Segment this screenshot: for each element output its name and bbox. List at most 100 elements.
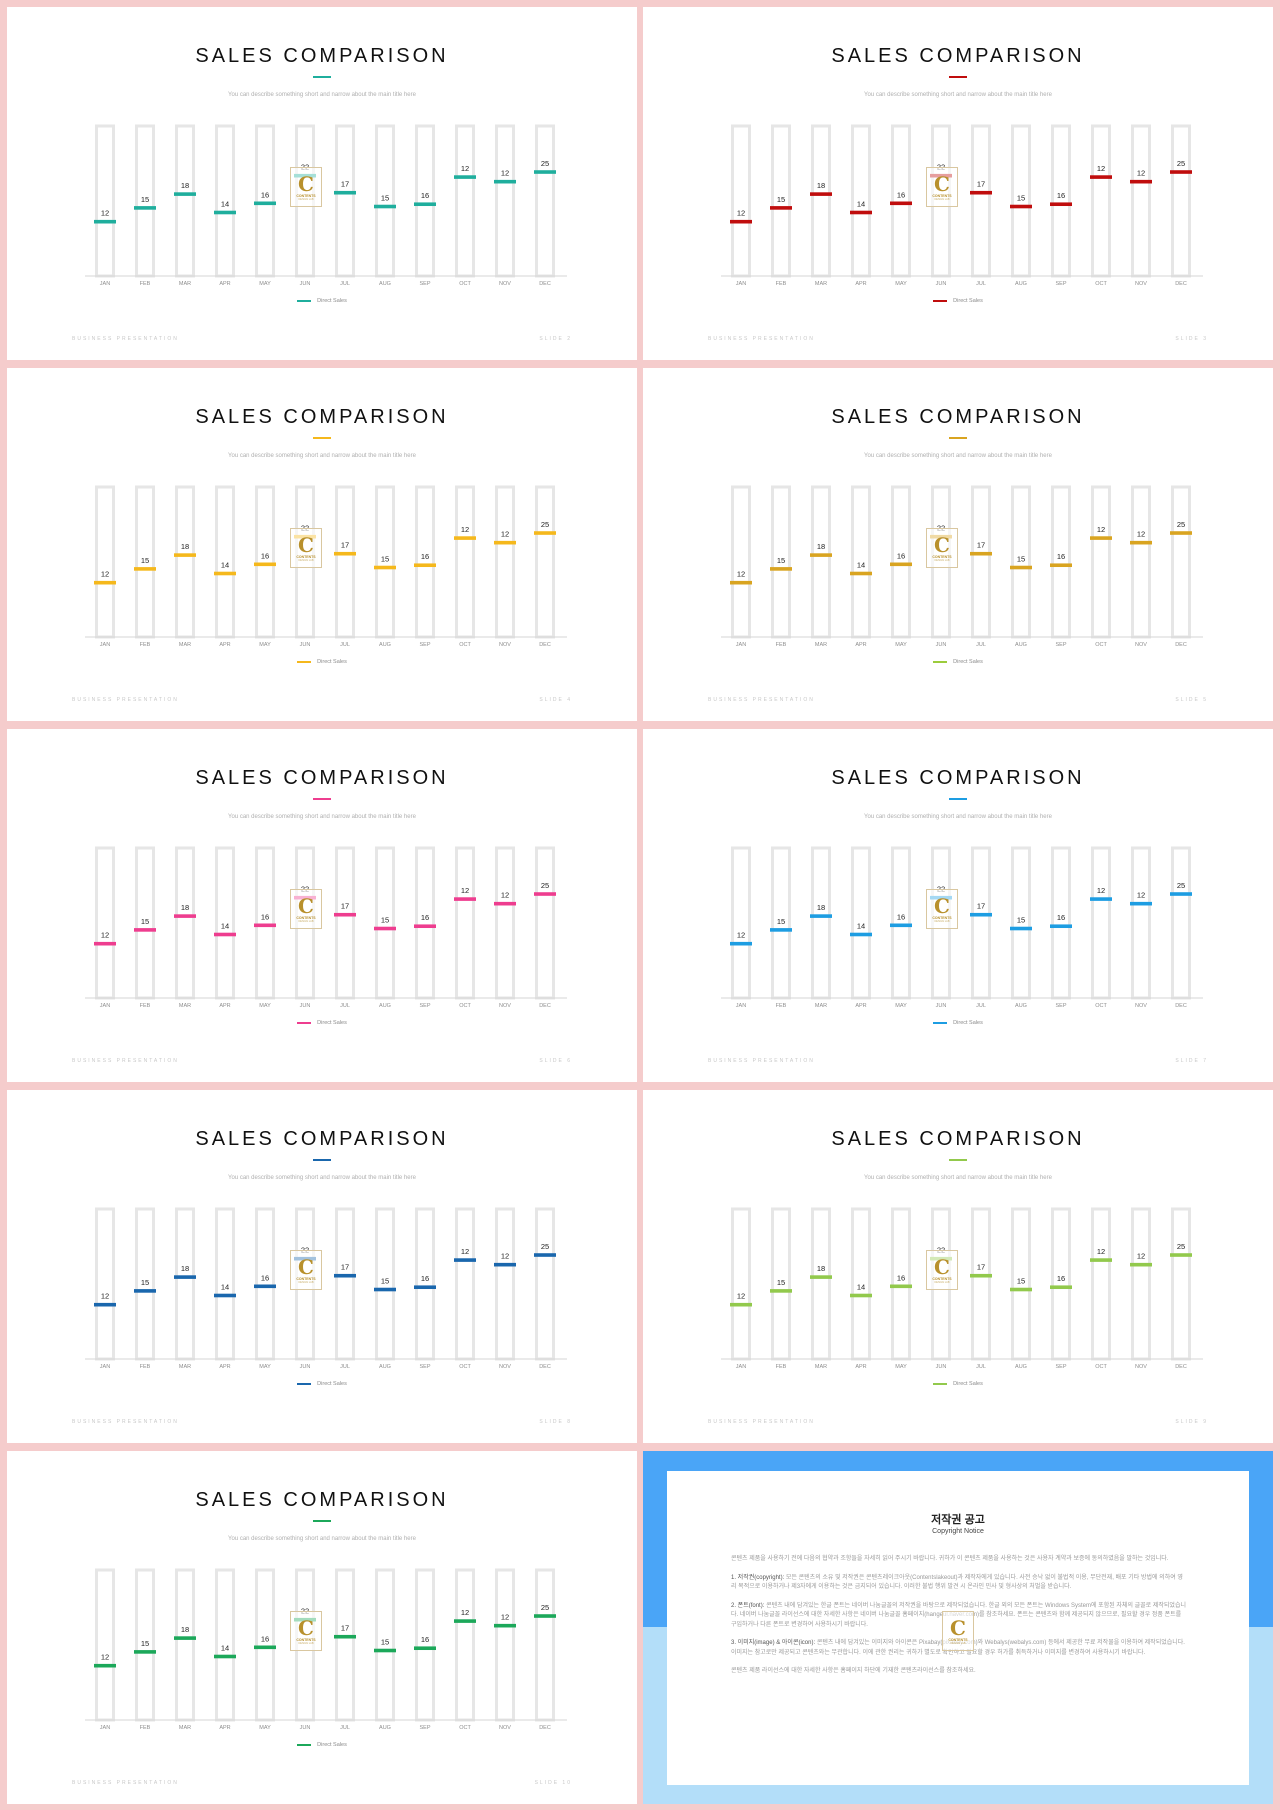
data-label: 15 bbox=[141, 1278, 149, 1287]
bar-track bbox=[95, 1207, 115, 1361]
bar-track bbox=[415, 124, 435, 278]
value-marker bbox=[374, 926, 396, 931]
bar-track bbox=[891, 846, 911, 1000]
x-tick-label: DEC bbox=[539, 1364, 551, 1369]
x-tick-label: JAN bbox=[736, 1364, 746, 1369]
copyright-closing: 콘텐츠 제품 라이선스에 대한 자세한 사항은 홈페이지 하단에 기재한 콘텐츠… bbox=[731, 1668, 976, 1674]
x-tick-label: MAY bbox=[895, 281, 907, 286]
x-tick-label: FEB bbox=[140, 281, 151, 286]
slide-thumbnail[interactable]: SALES COMPARISON You can describe someth… bbox=[7, 368, 637, 721]
legend-swatch bbox=[297, 300, 312, 302]
value-marker bbox=[890, 562, 912, 567]
slide-subtitle: You can describe something short and nar… bbox=[228, 814, 416, 820]
data-label: 12 bbox=[1137, 169, 1145, 178]
data-label: 15 bbox=[1017, 555, 1025, 564]
bar-track bbox=[1091, 846, 1111, 1000]
slide-subtitle: You can describe something short and nar… bbox=[864, 814, 1052, 820]
value-marker bbox=[254, 1645, 276, 1650]
slide-grid: SALES COMPARISON You can describe someth… bbox=[7, 7, 1273, 1804]
x-tick-label: FEB bbox=[776, 642, 787, 647]
bar-track bbox=[731, 124, 751, 278]
value-marker bbox=[334, 1273, 356, 1278]
chart-legend: Direct Sales bbox=[7, 659, 637, 665]
x-tick-label: FEB bbox=[140, 1003, 151, 1008]
data-label: 18 bbox=[181, 903, 189, 912]
x-tick-label: MAR bbox=[815, 1364, 827, 1369]
logo-sub: DESIGN LAB bbox=[934, 197, 950, 201]
title-accent-line bbox=[313, 437, 331, 439]
slide-title: SALES COMPARISON bbox=[831, 1128, 1085, 1150]
watermark-logo: C CONTENTS DESIGN LAB bbox=[290, 167, 322, 207]
data-label: 15 bbox=[381, 1277, 389, 1286]
title-accent-line bbox=[949, 1159, 967, 1161]
x-tick-label: FEB bbox=[140, 642, 151, 647]
bar-track bbox=[811, 485, 831, 639]
value-marker bbox=[494, 1623, 516, 1628]
data-label: 16 bbox=[261, 912, 269, 921]
x-tick-label: APR bbox=[855, 281, 866, 286]
slide-thumbnail[interactable]: SALES COMPARISON You can describe someth… bbox=[643, 1090, 1273, 1443]
slide-thumbnail[interactable]: SALES COMPARISON You can describe someth… bbox=[7, 1090, 637, 1443]
slide-number-label: SLIDE 8 bbox=[539, 1419, 572, 1425]
bar-track bbox=[1051, 1207, 1071, 1361]
logo-sub: DESIGN LAB bbox=[934, 1280, 950, 1284]
slide-thumbnail[interactable]: SALES COMPARISON You can describe someth… bbox=[7, 1451, 637, 1804]
data-label: 12 bbox=[1097, 1247, 1105, 1256]
slide-number-label: SLIDE 5 bbox=[1175, 697, 1208, 703]
x-tick-label: APR bbox=[855, 1364, 866, 1369]
bar-track bbox=[891, 485, 911, 639]
footer-left-label: BUSINESS PRESENTATION bbox=[72, 336, 179, 342]
watermark-logo: C CONTENTS DESIGN LAB bbox=[942, 1611, 974, 1651]
x-tick-label: MAY bbox=[259, 1003, 271, 1008]
data-label: 18 bbox=[181, 542, 189, 551]
legend-label: Direct Sales bbox=[953, 659, 983, 665]
value-marker bbox=[970, 912, 992, 917]
x-tick-label: FEB bbox=[776, 281, 787, 286]
slide-title: SALES COMPARISON bbox=[195, 767, 449, 789]
data-label: 15 bbox=[777, 917, 785, 926]
value-marker bbox=[850, 571, 872, 576]
slide-title: SALES COMPARISON bbox=[195, 406, 449, 428]
slide-thumbnail[interactable]: SALES COMPARISON You can describe someth… bbox=[643, 729, 1273, 1082]
x-tick-label: JAN bbox=[100, 281, 110, 286]
slide-title: SALES COMPARISON bbox=[195, 45, 449, 67]
x-tick-label: OCT bbox=[1095, 281, 1107, 286]
data-label: 15 bbox=[381, 1638, 389, 1647]
value-marker bbox=[374, 1648, 396, 1653]
data-label: 12 bbox=[737, 570, 745, 579]
slide-number-label: SLIDE 3 bbox=[1175, 336, 1208, 342]
data-label: 15 bbox=[381, 555, 389, 564]
legend-label: Direct Sales bbox=[953, 1020, 983, 1026]
slide-thumbnail[interactable]: SALES COMPARISON You can describe someth… bbox=[643, 368, 1273, 721]
x-tick-label: APR bbox=[855, 642, 866, 647]
x-tick-label: MAR bbox=[179, 1364, 191, 1369]
slide-thumbnail[interactable]: SALES COMPARISON You can describe someth… bbox=[7, 7, 637, 360]
x-tick-label: AUG bbox=[379, 281, 391, 286]
slide-subtitle: You can describe something short and nar… bbox=[864, 92, 1052, 98]
bar-track bbox=[535, 1207, 555, 1361]
x-tick-label: JUN bbox=[936, 281, 947, 286]
value-marker bbox=[494, 901, 516, 906]
data-label: 15 bbox=[141, 1639, 149, 1648]
value-marker bbox=[254, 562, 276, 567]
value-marker bbox=[494, 1262, 516, 1267]
legend-swatch bbox=[933, 1383, 948, 1385]
x-tick-label: JUL bbox=[340, 1003, 350, 1008]
value-marker bbox=[1130, 540, 1152, 545]
slide-thumbnail[interactable]: SALES COMPARISON You can describe someth… bbox=[643, 7, 1273, 360]
x-tick-label: DEC bbox=[1175, 642, 1187, 647]
data-label: 12 bbox=[737, 931, 745, 940]
value-marker bbox=[534, 170, 556, 174]
slide-title: SALES COMPARISON bbox=[831, 406, 1085, 428]
copyright-slide[interactable]: 저작권 공고 Copyright Notice 콘텐츠 제품을 사용하기 전에 … bbox=[643, 1451, 1273, 1804]
slide-thumbnail[interactable]: SALES COMPARISON You can describe someth… bbox=[7, 729, 637, 1082]
value-marker bbox=[1010, 204, 1032, 209]
title-accent-line bbox=[313, 76, 331, 78]
x-tick-label: APR bbox=[219, 1003, 230, 1008]
value-marker bbox=[454, 536, 476, 540]
x-tick-label: MAR bbox=[815, 642, 827, 647]
x-tick-label: JUL bbox=[976, 281, 986, 286]
x-tick-label: DEC bbox=[539, 1003, 551, 1008]
legend-swatch bbox=[933, 300, 948, 302]
value-marker bbox=[214, 571, 236, 576]
